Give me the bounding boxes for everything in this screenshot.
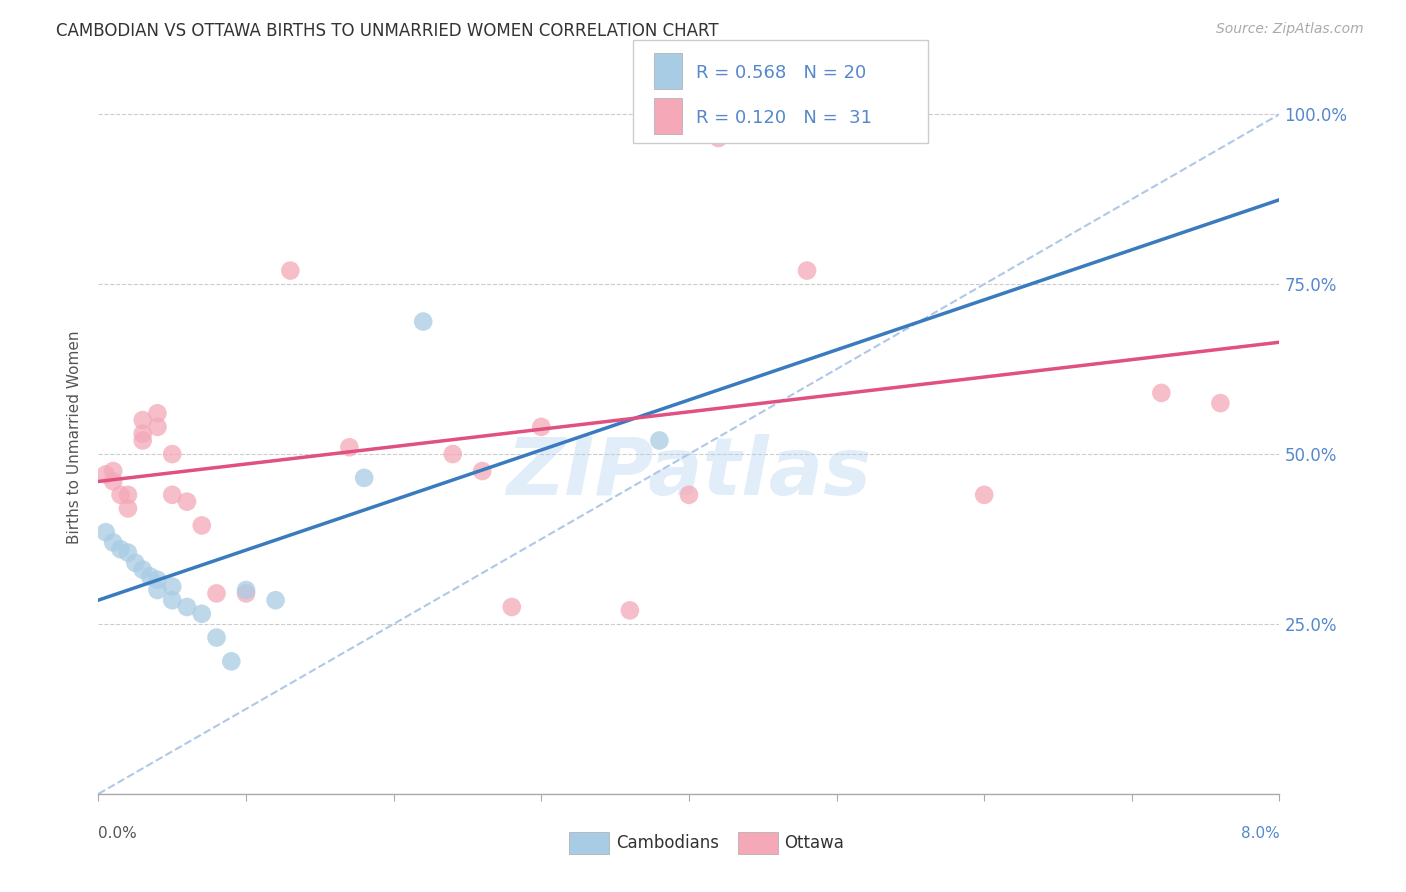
Text: CAMBODIAN VS OTTAWA BIRTHS TO UNMARRIED WOMEN CORRELATION CHART: CAMBODIAN VS OTTAWA BIRTHS TO UNMARRIED … — [56, 22, 718, 40]
Point — [235, 582, 257, 597]
Point — [205, 631, 228, 645]
Point — [132, 426, 155, 441]
Point — [707, 131, 730, 145]
Point — [796, 263, 818, 277]
Point — [337, 440, 360, 454]
Point — [678, 488, 700, 502]
Point — [139, 569, 162, 583]
Point — [441, 447, 464, 461]
Point — [117, 546, 139, 560]
Point — [94, 467, 117, 482]
Text: R = 0.568   N = 20: R = 0.568 N = 20 — [696, 63, 866, 82]
Point — [191, 518, 214, 533]
Point — [205, 586, 228, 600]
Point — [162, 580, 183, 594]
Point — [1150, 385, 1173, 400]
Text: Cambodians: Cambodians — [616, 834, 718, 852]
Text: Source: ZipAtlas.com: Source: ZipAtlas.com — [1216, 22, 1364, 37]
Point — [219, 654, 242, 668]
Point — [412, 314, 434, 328]
Point — [94, 525, 117, 540]
Point — [973, 488, 995, 502]
Point — [619, 603, 641, 617]
Point — [162, 447, 183, 461]
Point — [235, 586, 257, 600]
Point — [132, 413, 155, 427]
Point — [162, 593, 183, 607]
Point — [471, 464, 494, 478]
Point — [176, 494, 198, 508]
Point — [117, 488, 139, 502]
Point — [132, 434, 155, 448]
Point — [648, 434, 671, 448]
Text: R = 0.120   N =  31: R = 0.120 N = 31 — [696, 109, 872, 127]
Point — [1209, 396, 1232, 410]
Point — [353, 471, 375, 485]
Point — [110, 542, 132, 557]
Point — [132, 563, 155, 577]
Point — [117, 501, 139, 516]
Point — [103, 464, 125, 478]
Point — [146, 420, 169, 434]
Text: 8.0%: 8.0% — [1240, 827, 1279, 841]
Point — [146, 582, 169, 597]
Point — [146, 573, 169, 587]
Text: ZIPatlas: ZIPatlas — [506, 434, 872, 512]
Point — [191, 607, 214, 621]
Point — [124, 556, 146, 570]
Point — [278, 263, 302, 277]
Point — [176, 599, 198, 614]
Point — [110, 488, 132, 502]
Point — [103, 475, 125, 489]
Text: 0.0%: 0.0% — [98, 827, 138, 841]
Point — [501, 599, 523, 614]
Point — [146, 406, 169, 420]
Point — [103, 535, 125, 549]
Text: Ottawa: Ottawa — [785, 834, 845, 852]
Point — [766, 128, 789, 142]
Y-axis label: Births to Unmarried Women: Births to Unmarried Women — [67, 330, 83, 544]
Point — [264, 593, 287, 607]
Point — [162, 488, 183, 502]
Point — [530, 420, 553, 434]
